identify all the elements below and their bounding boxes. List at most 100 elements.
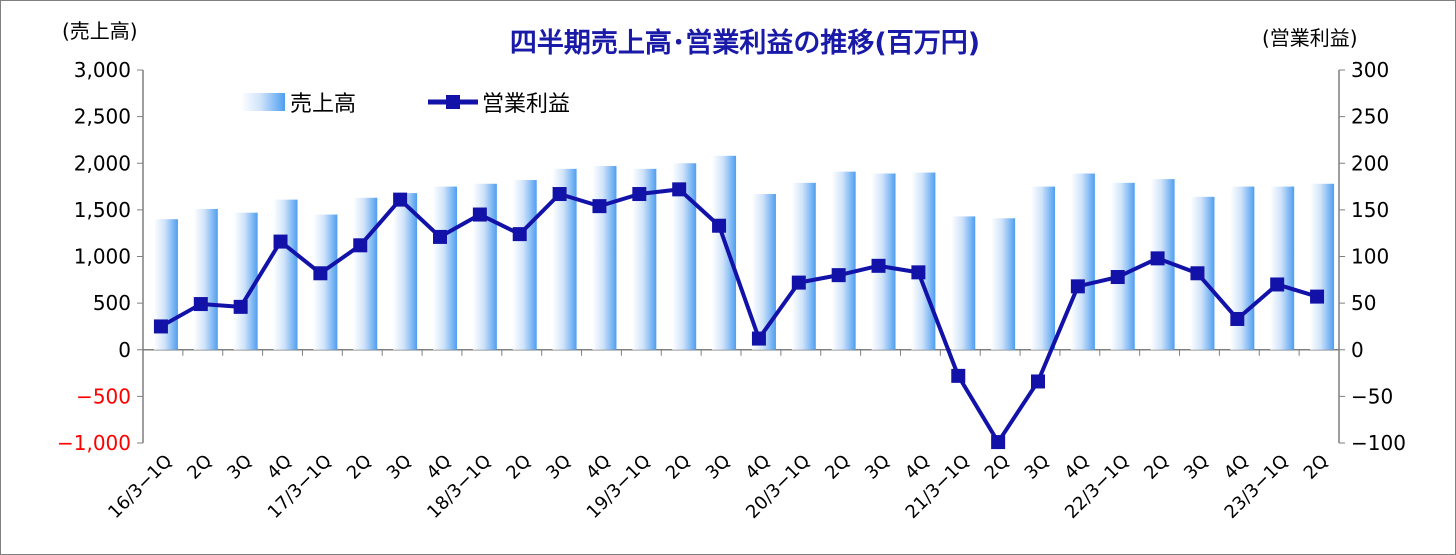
profit-marker [672, 182, 687, 197]
category-label: 3Q [1180, 451, 1213, 484]
left-tick-label: 0 [118, 338, 131, 362]
right-tick-label: 300 [1351, 58, 1389, 82]
category-label: 4Q [1220, 451, 1253, 484]
sales-bar [433, 186, 457, 350]
right-tick-label: 150 [1351, 198, 1389, 222]
category-label: 2Q [502, 451, 535, 484]
profit-marker [1110, 270, 1125, 285]
sales-bar [233, 212, 258, 350]
profit-marker [313, 266, 328, 281]
sales-bar [1310, 183, 1335, 350]
sales-bar [592, 166, 617, 350]
sales-bar [273, 199, 298, 350]
chart-title: 四半期売上高･営業利益の推移(百万円) [510, 27, 980, 59]
line-layer [153, 182, 1325, 450]
profit-marker [1310, 289, 1325, 304]
sales-bar [393, 193, 418, 350]
category-label: 3Q [383, 451, 416, 484]
profit-marker [751, 331, 766, 346]
left-tick-label: −1,000 [57, 431, 131, 455]
category-label: 4Q [423, 451, 456, 484]
profit-marker [552, 187, 567, 202]
sales-bar [313, 214, 338, 350]
profit-marker [1150, 251, 1165, 266]
profit-marker [632, 187, 647, 202]
category-label: 3Q [223, 451, 256, 484]
profit-marker [991, 435, 1006, 450]
right-tick-label: 200 [1351, 151, 1389, 175]
category-label: 2Q [662, 451, 695, 484]
sales-bar [712, 155, 737, 350]
profit-marker [273, 234, 288, 249]
sales-bar [751, 194, 776, 350]
profit-marker [472, 207, 487, 222]
legend-swatch-sales [241, 93, 285, 111]
category-label: 3Q [1021, 451, 1054, 484]
right-axis-unit-label: (営業利益) [1262, 26, 1358, 50]
sales-bar [791, 182, 816, 350]
profit-marker [153, 319, 168, 334]
category-label: 2Q [183, 451, 216, 484]
category-label: 4Q [901, 451, 934, 484]
axes-layer [142, 70, 1340, 443]
right-tick-label: 250 [1351, 105, 1389, 129]
category-label: 2Q [343, 451, 376, 484]
legend-label-profit: 営業利益 [482, 92, 570, 117]
profit-marker [592, 199, 607, 214]
profit-marker [871, 258, 886, 273]
right-tick-label: 100 [1351, 245, 1389, 269]
profit-marker [951, 368, 966, 383]
left-tick-label: 1,000 [74, 245, 131, 269]
category-label: 16/3−1Q [104, 451, 176, 523]
category-label: 3Q [861, 451, 894, 484]
left-axis-unit-label: (売上高) [62, 19, 138, 43]
profit-marker [353, 238, 368, 253]
left-tick-label: −500 [76, 384, 131, 408]
category-label: 3Q [702, 451, 735, 484]
category-label: 4Q [742, 451, 775, 484]
profit-marker [1230, 311, 1245, 326]
sales-bar [353, 197, 378, 350]
profit-marker [911, 265, 926, 280]
right-tick-label: 0 [1351, 338, 1364, 362]
legend-swatch-profit-marker [446, 95, 460, 109]
left-tick-label: 500 [93, 291, 131, 315]
sales-bar [512, 180, 537, 350]
sales-bar [831, 171, 856, 350]
category-label: 3Q [542, 451, 575, 484]
profit-marker [512, 227, 527, 242]
profit-marker [233, 299, 248, 314]
category-label: 2Q [981, 451, 1014, 484]
left-tick-label: 3,000 [74, 58, 131, 82]
profit-marker [831, 268, 846, 283]
legend-label-sales: 売上高 [290, 92, 356, 117]
profit-marker [193, 297, 208, 312]
profit-marker [433, 229, 447, 244]
profit-marker [1070, 279, 1085, 294]
left-tick-label: 2,500 [74, 105, 131, 129]
sales-bar [1070, 173, 1095, 350]
category-label: 4Q [1060, 451, 1093, 484]
category-label: 4Q [582, 451, 615, 484]
left-tick-label: 1,500 [74, 198, 131, 222]
profit-marker [393, 192, 408, 207]
left-tick-label: 2,000 [74, 151, 131, 175]
legend: 売上高 営業利益 [241, 92, 570, 117]
category-label: 4Q [263, 451, 296, 484]
sales-bar [1270, 186, 1295, 350]
sales-bar [1031, 186, 1055, 350]
right-tick-label: −50 [1351, 384, 1393, 408]
sales-bar [951, 216, 976, 350]
profit-marker [791, 275, 806, 290]
profit-marker [1270, 277, 1285, 292]
sales-bar [193, 208, 218, 350]
right-tick-label: 50 [1351, 291, 1376, 315]
sales-bar [991, 218, 1016, 350]
profit-marker [1190, 266, 1205, 281]
ticks-layer: 3,0002,5002,0001,5001,0005000−500−1,0003… [57, 58, 1406, 455]
profit-marker [712, 218, 727, 233]
profit-marker [1031, 374, 1045, 389]
category-label: 2Q [1300, 451, 1333, 484]
